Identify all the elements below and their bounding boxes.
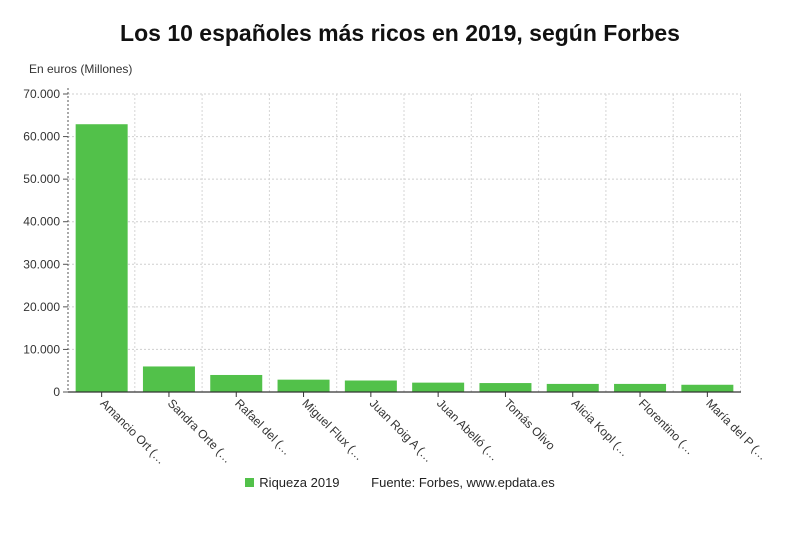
- y-tick-label: 20.000: [23, 300, 60, 314]
- x-tick-label: Juan Abelló (…: [434, 396, 501, 463]
- y-tick-label: 30.000: [23, 257, 60, 271]
- bar[interactable]: [546, 383, 599, 392]
- bar[interactable]: [277, 379, 330, 392]
- y-tick-label: 40.000: [23, 215, 60, 229]
- y-tick-label: 60.000: [23, 130, 60, 144]
- bar[interactable]: [614, 383, 667, 392]
- x-tick-label: María del P (…: [703, 396, 770, 463]
- bar[interactable]: [142, 366, 195, 392]
- bar[interactable]: [412, 382, 465, 392]
- legend: Riqueza 2019 Fuente: Forbes, www.epdata.…: [0, 475, 800, 490]
- legend-item[interactable]: Riqueza 2019: [245, 475, 340, 490]
- bar[interactable]: [479, 383, 532, 392]
- x-tick-label: Sandra Orte (…: [165, 396, 235, 466]
- source-note: Fuente: Forbes, www.epdata.es: [371, 475, 555, 490]
- x-tick-label: Rafael del (…: [232, 396, 294, 458]
- x-tick-label: Miguel Flux (…: [299, 396, 366, 463]
- y-tick-label: 10.000: [23, 342, 60, 356]
- bar[interactable]: [681, 384, 734, 392]
- legend-swatch: [245, 478, 255, 487]
- bar[interactable]: [75, 124, 128, 393]
- y-tick-label: 50.000: [23, 172, 60, 186]
- x-tick-label: Florentino (…: [636, 396, 697, 457]
- y-tick-label: 70.000: [23, 87, 60, 101]
- x-tick-label: Alicia Kopl (…: [569, 396, 632, 459]
- x-tick-label: Juan Roig A (…: [367, 396, 436, 465]
- legend-label: Riqueza 2019: [259, 475, 340, 490]
- y-axis-label: En euros (Millones): [29, 62, 133, 76]
- y-tick-label: 0: [53, 385, 60, 399]
- bar[interactable]: [210, 374, 263, 392]
- x-tick-label: Amancio Ort (…: [98, 396, 169, 467]
- x-tick-label: Tomás Olivo: [501, 396, 558, 453]
- chart-title: Los 10 españoles más ricos en 2019, segú…: [120, 20, 680, 46]
- bar[interactable]: [344, 380, 397, 392]
